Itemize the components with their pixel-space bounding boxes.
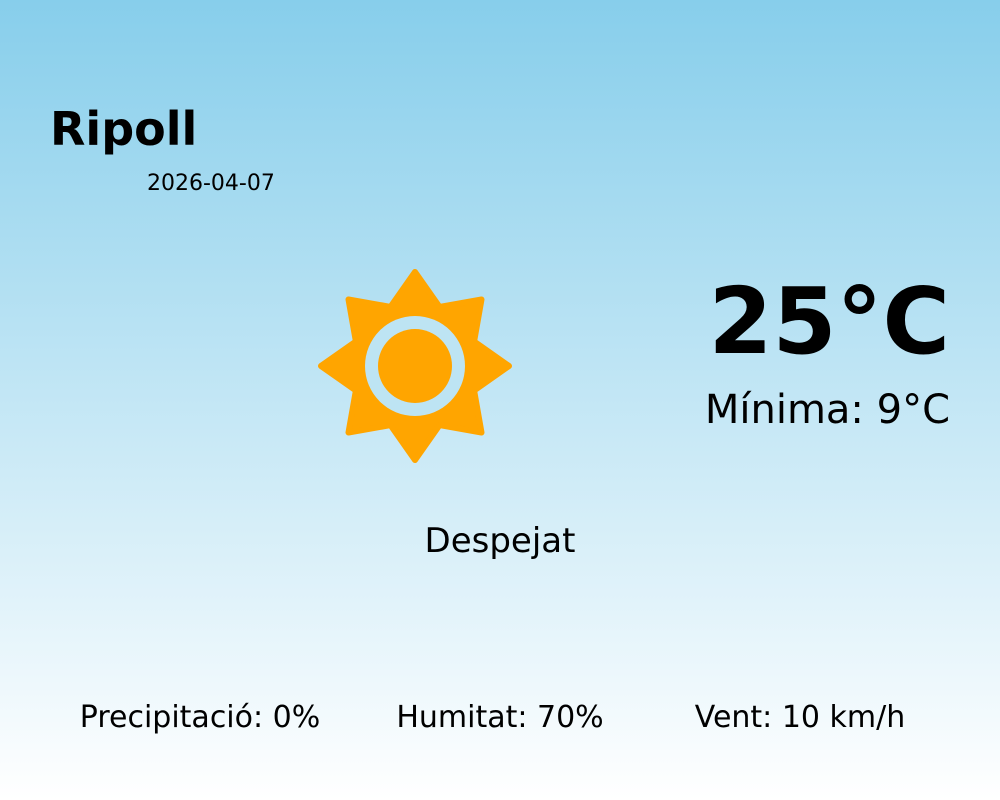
minimum-temperature: Mínima: 9°C <box>704 387 950 433</box>
city-name: Ripoll <box>50 102 198 156</box>
forecast-date: 2026-04-07 <box>147 171 275 196</box>
sun-icon <box>318 269 512 463</box>
wind-stat: Vent: 10 km/h <box>694 700 906 735</box>
precipitation-stat: Precipitació: 0% <box>79 700 321 735</box>
weather-condition: Despejat <box>424 521 576 561</box>
current-temperature: 25°C <box>708 268 950 375</box>
humidity-stat: Humitat: 70% <box>396 700 604 735</box>
